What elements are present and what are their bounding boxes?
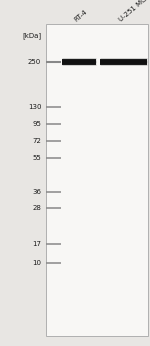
Text: 28: 28 — [32, 205, 41, 211]
Bar — [46, 24, 148, 336]
Text: 36: 36 — [32, 189, 41, 195]
Text: 95: 95 — [32, 121, 41, 127]
Text: U-251 MG: U-251 MG — [118, 0, 148, 22]
Text: 17: 17 — [32, 241, 41, 247]
Text: 10: 10 — [32, 260, 41, 266]
Text: RT-4: RT-4 — [73, 8, 88, 22]
Text: 55: 55 — [33, 155, 41, 161]
Text: 250: 250 — [28, 58, 41, 65]
Text: 72: 72 — [32, 138, 41, 144]
Text: [kDa]: [kDa] — [22, 32, 41, 39]
Text: 130: 130 — [28, 104, 41, 110]
